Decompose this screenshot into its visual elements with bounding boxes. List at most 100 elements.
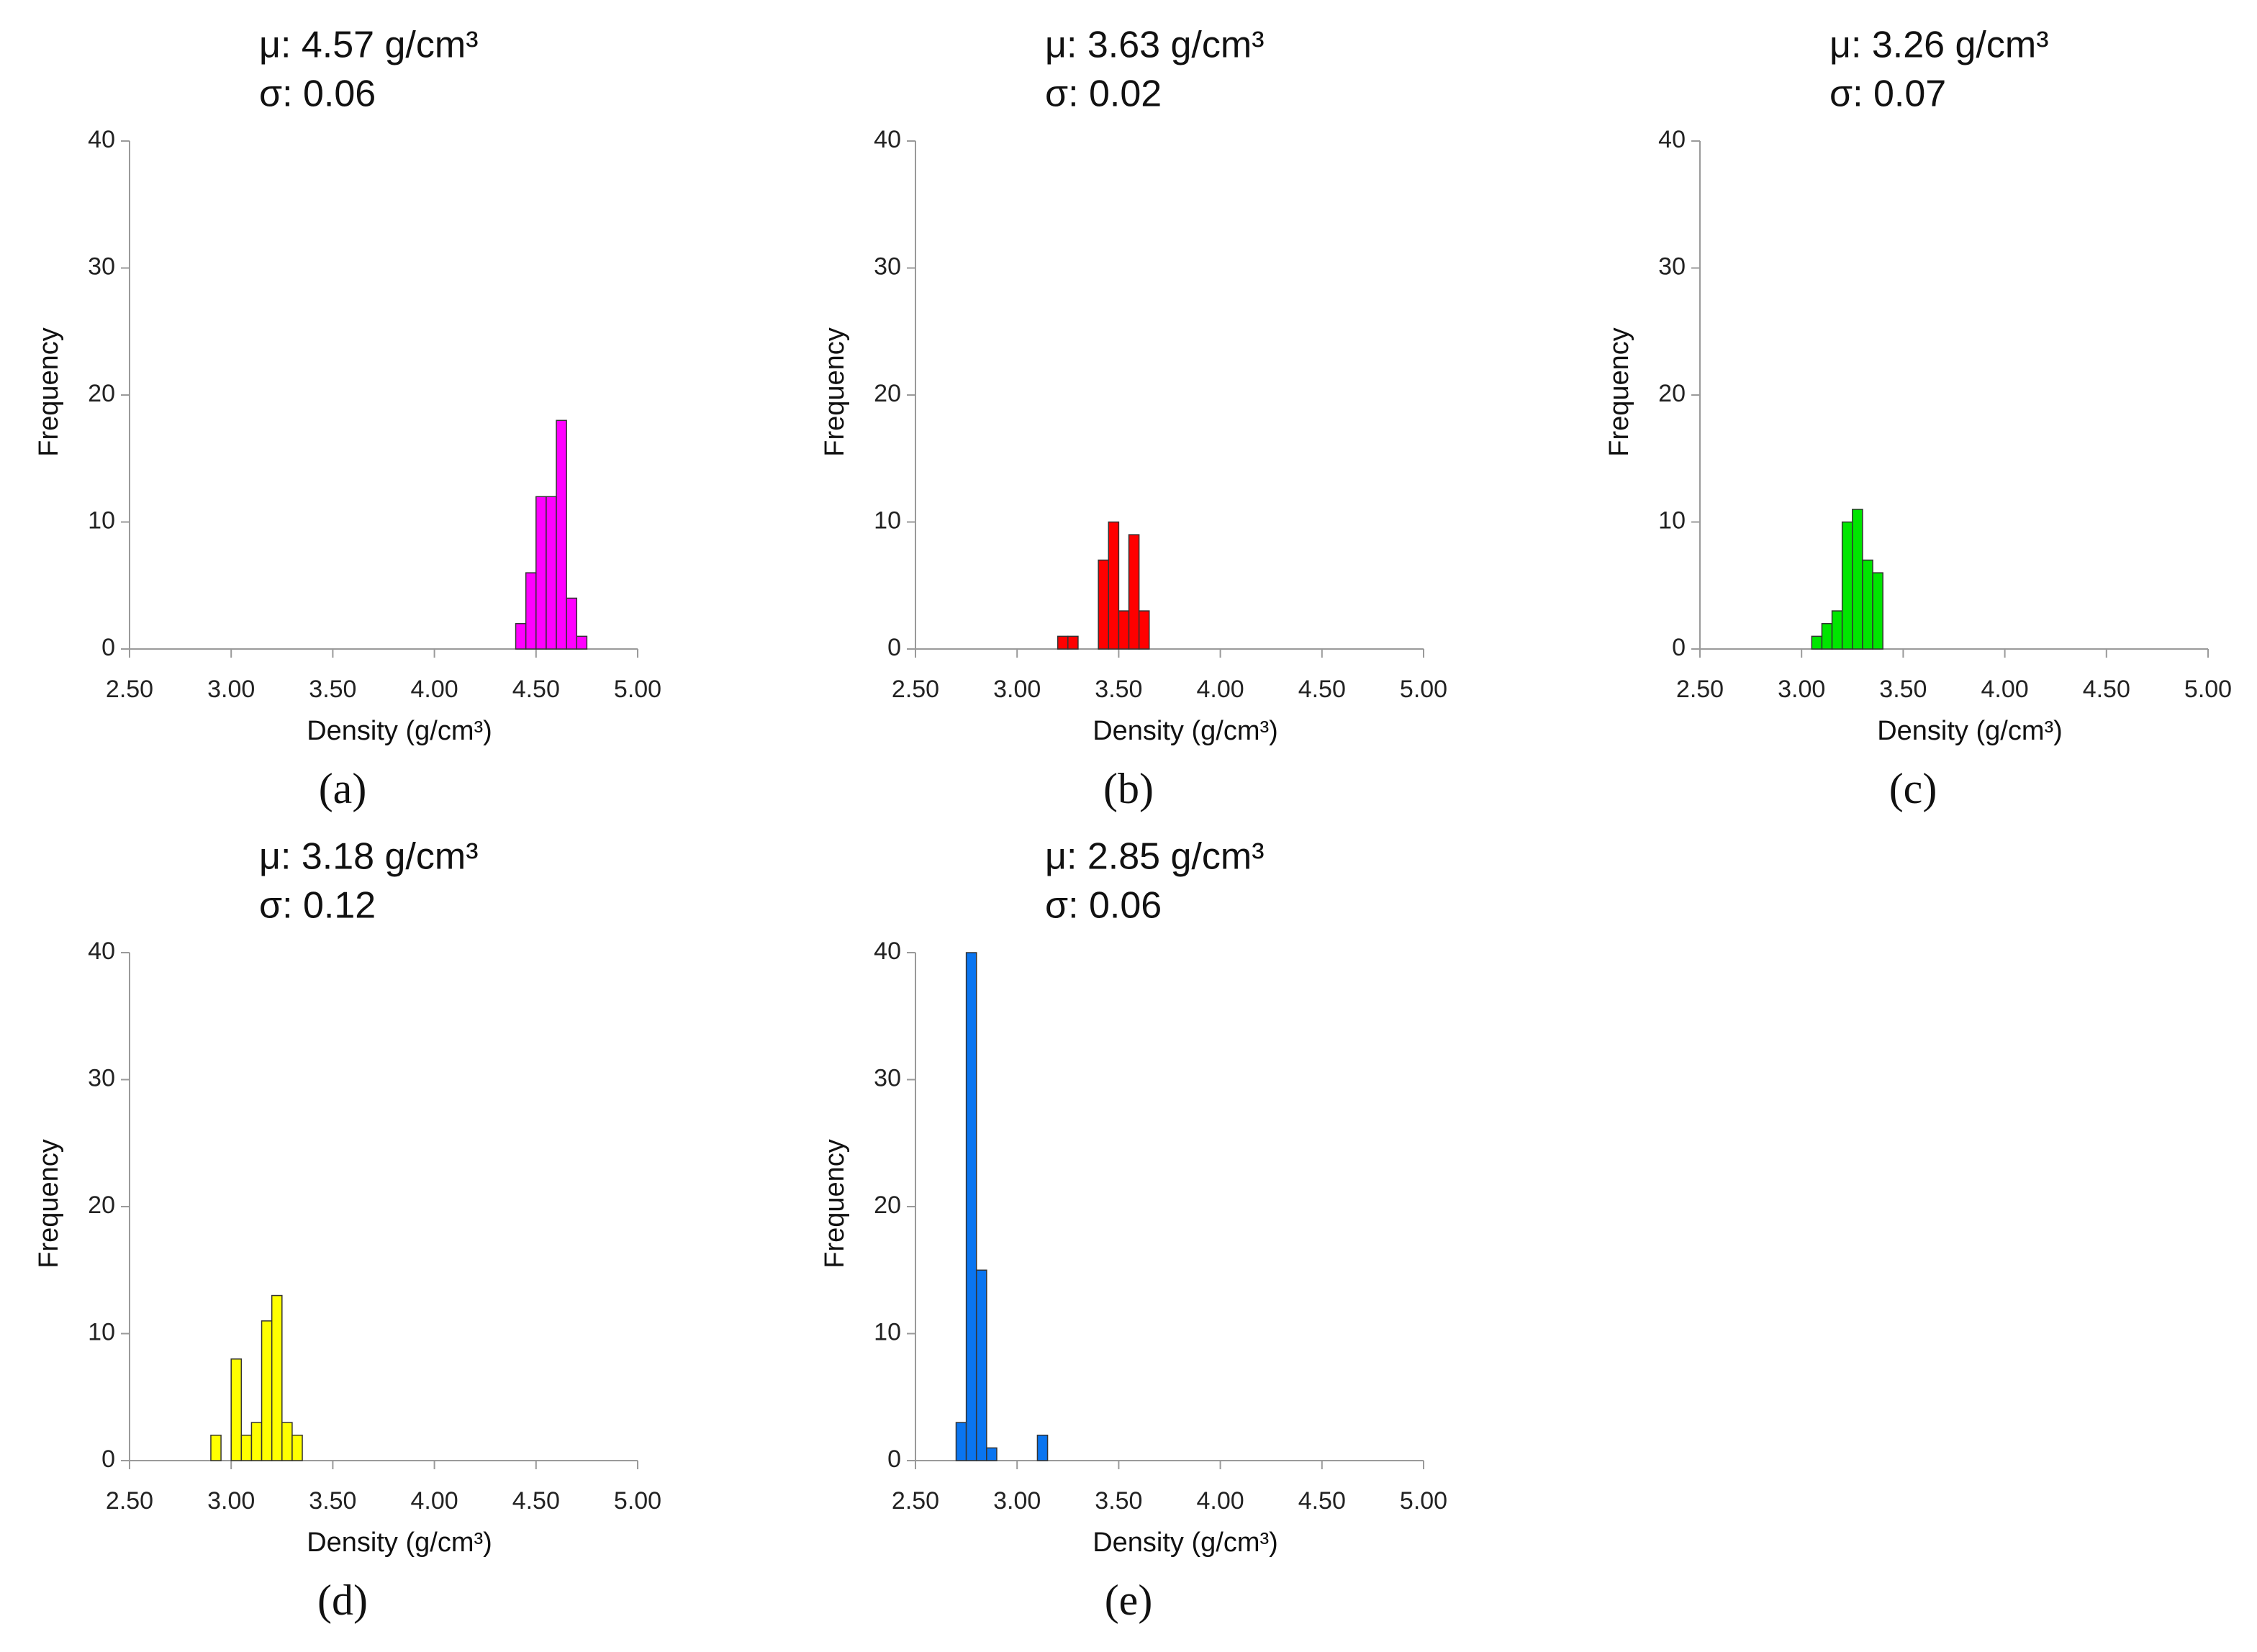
x-tick-label: 3.00 [207, 1487, 255, 1515]
x-tick-label: 4.00 [1197, 676, 1244, 703]
y-tick-label: 20 [88, 380, 115, 407]
y-tick-label: 20 [874, 1192, 901, 1219]
bar [975, 1269, 987, 1461]
y-tick-label: 10 [874, 507, 901, 534]
x-tick-label: 4.00 [411, 676, 458, 703]
x-tick-label: 4.00 [1197, 1487, 1244, 1515]
y-tick-label: 0 [887, 634, 901, 661]
panel-subtitle: σ: 0.02 [1045, 73, 1162, 115]
y-axis-label: Frequency [820, 1139, 850, 1268]
y-tick-label: 40 [88, 126, 115, 153]
x-tick-label: 3.50 [309, 676, 356, 703]
x-axis-label: Density (g/cm³) [1877, 716, 2063, 746]
bar [1841, 521, 1853, 650]
bar [1108, 521, 1120, 650]
y-tick-label: 20 [88, 1192, 115, 1219]
y-tick-label: 30 [88, 253, 115, 280]
bar [965, 952, 977, 1461]
x-tick-label: 5.00 [1400, 676, 1447, 703]
bar [271, 1294, 283, 1461]
x-axis-label: Density (g/cm³) [307, 1528, 492, 1558]
y-axis-label: Frequency [34, 327, 64, 457]
bar [546, 496, 557, 650]
bar [1831, 610, 1843, 650]
bar [1811, 635, 1823, 650]
bar [281, 1422, 293, 1461]
bar [566, 597, 578, 650]
bar [210, 1434, 222, 1461]
panel-title: μ: 4.57 g/cm³ [259, 24, 479, 66]
bar [261, 1320, 273, 1461]
y-tick-label: 10 [874, 1318, 901, 1345]
y-axis-label: Frequency [1604, 327, 1634, 457]
panel-title: μ: 2.85 g/cm³ [1045, 836, 1265, 878]
x-tick-label: 2.50 [106, 676, 153, 703]
bar [1138, 610, 1150, 650]
x-tick-label: 5.00 [614, 676, 661, 703]
bar [1036, 1434, 1049, 1461]
x-tick-label: 2.50 [1676, 676, 1724, 703]
y-tick-label: 20 [874, 380, 901, 407]
y-tick-label: 0 [887, 1446, 901, 1473]
y-tick-label: 40 [874, 938, 901, 965]
panel-title: μ: 3.63 g/cm³ [1045, 24, 1265, 66]
bar [1872, 572, 1883, 650]
x-tick-label: 2.50 [106, 1487, 153, 1515]
bar [1128, 534, 1140, 650]
panel-caption: (a) [319, 765, 367, 812]
bar [230, 1358, 243, 1461]
bar [525, 572, 537, 650]
y-tick-label: 30 [874, 1064, 901, 1092]
bar [576, 635, 588, 650]
bar [556, 419, 567, 650]
bar [955, 1422, 967, 1461]
x-tick-label: 4.50 [512, 1487, 560, 1515]
x-tick-label: 5.00 [2184, 676, 2232, 703]
y-tick-label: 10 [88, 507, 115, 534]
y-tick-label: 30 [88, 1064, 115, 1092]
y-tick-label: 10 [88, 1318, 115, 1345]
y-tick-label: 40 [874, 126, 901, 153]
y-tick-label: 0 [101, 1446, 115, 1473]
bar [291, 1434, 303, 1461]
x-tick-label: 5.00 [1400, 1487, 1447, 1515]
x-axis-label: Density (g/cm³) [1093, 1528, 1278, 1558]
bar [1067, 635, 1079, 650]
y-tick-label: 30 [1658, 253, 1686, 280]
bar [535, 496, 547, 650]
x-tick-label: 4.50 [1298, 676, 1346, 703]
y-tick-label: 40 [88, 938, 115, 965]
x-tick-label: 3.50 [1879, 676, 1927, 703]
panel-caption: (d) [317, 1576, 368, 1624]
x-tick-label: 4.50 [1298, 1487, 1346, 1515]
x-tick-label: 3.00 [207, 676, 255, 703]
panel-subtitle: σ: 0.07 [1829, 73, 1946, 115]
panel-title: μ: 3.18 g/cm³ [259, 836, 479, 878]
x-tick-label: 3.00 [993, 1487, 1041, 1515]
x-tick-label: 4.00 [1981, 676, 2029, 703]
x-tick-label: 2.50 [892, 676, 939, 703]
panel-caption: (e) [1105, 1576, 1153, 1624]
y-tick-label: 20 [1658, 380, 1686, 407]
x-tick-label: 3.00 [993, 676, 1041, 703]
y-axis-label: Frequency [34, 1139, 64, 1268]
x-tick-label: 5.00 [614, 1487, 661, 1515]
bar [1057, 635, 1069, 650]
x-tick-label: 4.50 [2083, 676, 2130, 703]
y-tick-label: 0 [1672, 634, 1686, 661]
y-axis-label: Frequency [820, 327, 850, 457]
y-tick-label: 40 [1658, 126, 1686, 153]
panel-caption: (b) [1103, 765, 1154, 812]
x-tick-label: 3.50 [309, 1487, 356, 1515]
panel-subtitle: σ: 0.06 [1045, 885, 1162, 927]
x-tick-label: 4.50 [512, 676, 560, 703]
x-axis-label: Density (g/cm³) [1093, 716, 1278, 746]
bar [1862, 559, 1873, 650]
y-tick-label: 10 [1658, 507, 1686, 534]
y-tick-label: 0 [101, 634, 115, 661]
bar [1118, 610, 1130, 650]
x-axis-label: Density (g/cm³) [307, 716, 492, 746]
x-tick-label: 3.50 [1095, 1487, 1142, 1515]
x-tick-label: 2.50 [892, 1487, 939, 1515]
